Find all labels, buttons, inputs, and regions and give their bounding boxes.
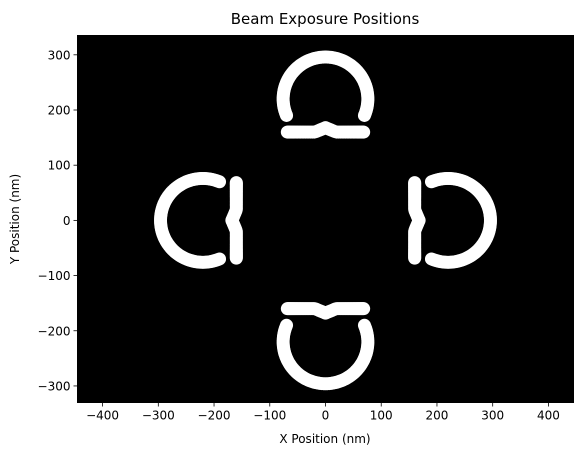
exposure-point [280,302,294,316]
x-axis-label: X Position (nm) [279,432,370,446]
exposure-shape [276,50,375,139]
x-tick-label: 200 [426,409,449,423]
plot-area [77,35,574,403]
y-tick-label: 300 [48,48,71,62]
y-tick-label: 100 [48,159,71,173]
exposure-shape [276,302,375,391]
exposure-point [320,50,334,64]
exposure-point [357,125,371,139]
x-tick-label: 300 [481,409,504,423]
exposure-point [357,318,371,332]
y-tick-label: 200 [48,104,71,118]
x-axis: −400 −300 −200 −100 0 100 200 300 400 [86,402,560,423]
chart-title: Beam Exposure Positions [231,10,420,28]
exposure-point [280,108,294,122]
exposure-point [154,212,168,225]
exposure-shapes [154,50,497,391]
exposure-point [317,377,331,391]
x-tick-label: −200 [198,409,231,423]
exposure-point [483,215,497,229]
x-tick-label: −400 [86,409,119,423]
exposure-point [213,252,227,266]
exposure-shape [408,171,497,269]
x-tick-label: −100 [253,409,286,423]
x-tick-label: 100 [370,409,393,423]
y-axis-label: Y Position (nm) [8,174,22,265]
exposure-point [408,251,422,265]
y-tick-label: −300 [38,379,71,393]
y-axis: −300 −200 −100 0 100 200 300 [38,48,78,393]
x-tick-label: 400 [537,409,560,423]
exposure-shape [154,171,243,269]
x-tick-label: 0 [322,409,330,423]
y-tick-label: −100 [38,269,71,283]
x-tick-label: −300 [142,409,175,423]
exposure-point [229,176,243,190]
y-tick-label: −200 [38,324,71,338]
exposure-point [424,175,438,189]
y-tick-label: 0 [63,214,71,228]
